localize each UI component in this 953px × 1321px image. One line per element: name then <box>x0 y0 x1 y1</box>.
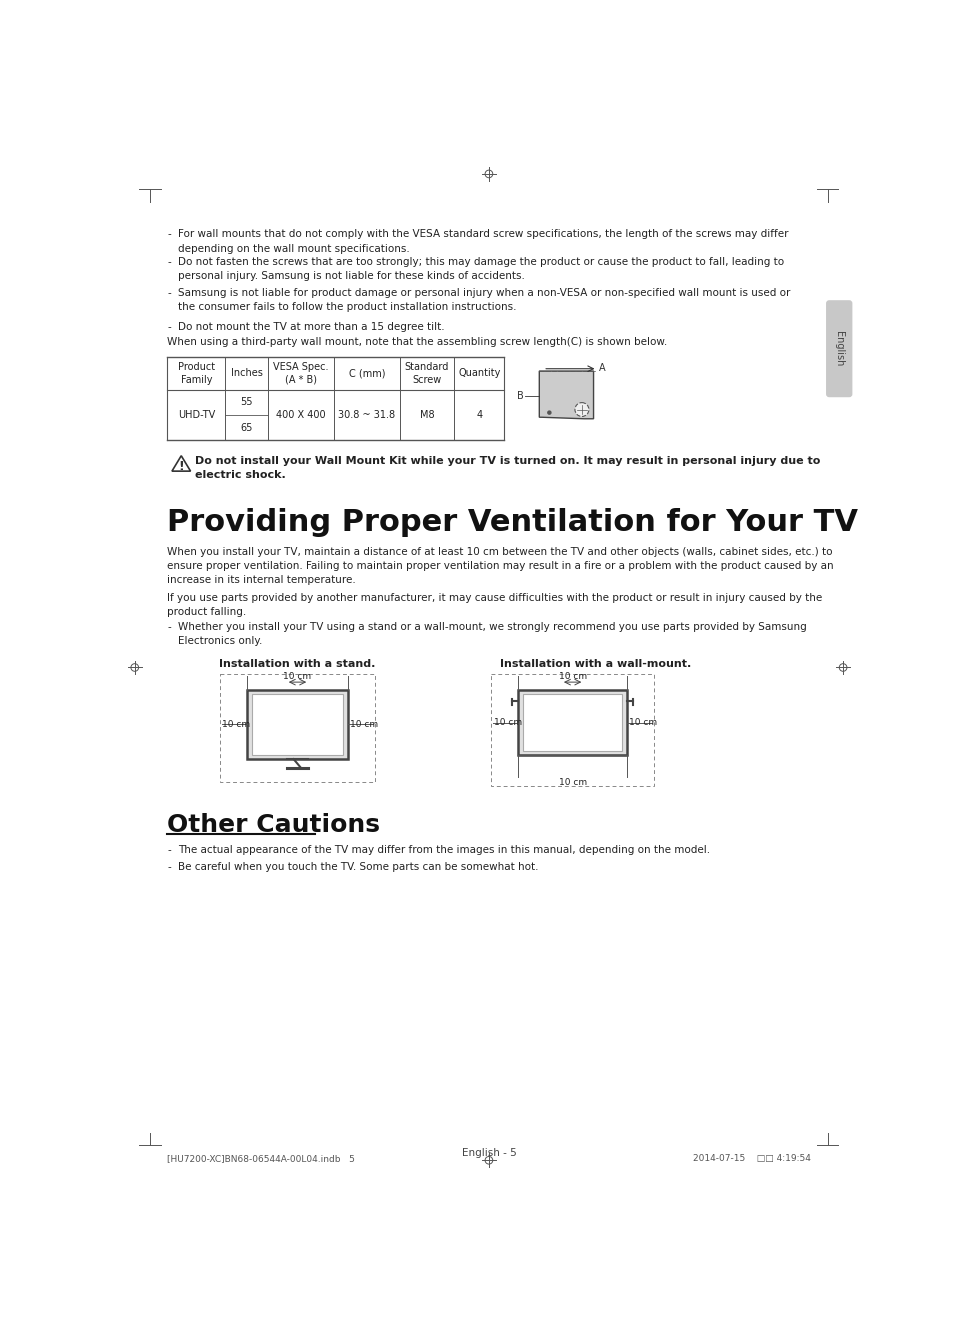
Text: 10 cm: 10 cm <box>283 671 312 680</box>
Text: -: - <box>167 288 171 297</box>
Text: [HU7200-XC]BN68-06544A-00L04.indb   5: [HU7200-XC]BN68-06544A-00L04.indb 5 <box>167 1155 355 1162</box>
Text: 4: 4 <box>476 410 482 420</box>
Bar <box>491 675 654 786</box>
Text: -: - <box>167 863 171 872</box>
Text: 10 cm: 10 cm <box>629 719 657 727</box>
Bar <box>252 695 343 754</box>
Text: A: A <box>598 363 605 373</box>
Text: VESA Spec.
(A * B): VESA Spec. (A * B) <box>273 362 329 384</box>
Text: 10 cm: 10 cm <box>493 719 521 727</box>
Text: English: English <box>833 332 843 366</box>
Text: Product
Family: Product Family <box>177 362 214 384</box>
Text: The actual appearance of the TV may differ from the images in this manual, depen: The actual appearance of the TV may diff… <box>178 845 710 856</box>
Bar <box>247 690 348 760</box>
Text: Do not fasten the screws that are too strongly; this may damage the product or c: Do not fasten the screws that are too st… <box>178 258 783 281</box>
Text: -: - <box>167 258 171 267</box>
Bar <box>517 690 626 756</box>
Circle shape <box>575 403 588 416</box>
Circle shape <box>547 411 550 415</box>
Text: Do not mount the TV at more than a 15 degree tilt.: Do not mount the TV at more than a 15 de… <box>178 322 444 332</box>
Text: -: - <box>167 322 171 332</box>
Text: Inches: Inches <box>231 369 262 378</box>
Text: B: B <box>517 391 523 400</box>
Text: 10 cm: 10 cm <box>350 720 378 729</box>
Text: Installation with a wall-mount.: Installation with a wall-mount. <box>499 659 691 668</box>
Text: Do not install your Wall Mount Kit while your TV is turned on. It may result in : Do not install your Wall Mount Kit while… <box>195 456 820 480</box>
Text: C (mm): C (mm) <box>348 369 385 378</box>
Polygon shape <box>538 371 593 419</box>
FancyBboxPatch shape <box>825 300 852 398</box>
Text: Standard
Screw: Standard Screw <box>404 362 449 384</box>
Text: -: - <box>167 622 171 631</box>
Text: When using a third-party wall mount, note that the assembling screw length(C) is: When using a third-party wall mount, not… <box>167 337 667 347</box>
Text: -: - <box>167 230 171 239</box>
Text: !: ! <box>178 460 184 473</box>
Text: Be careful when you touch the TV. Some parts can be somewhat hot.: Be careful when you touch the TV. Some p… <box>178 863 538 872</box>
Text: 10 cm: 10 cm <box>558 778 586 787</box>
Polygon shape <box>172 456 191 472</box>
Text: 10 cm: 10 cm <box>558 671 586 680</box>
Text: Whether you install your TV using a stand or a wall-mount, we strongly recommend: Whether you install your TV using a stan… <box>178 622 806 646</box>
Text: 55: 55 <box>240 398 253 407</box>
Text: UHD-TV: UHD-TV <box>177 410 214 420</box>
Text: 400 X 400: 400 X 400 <box>275 410 326 420</box>
Text: -: - <box>167 845 171 856</box>
Text: 65: 65 <box>240 423 253 433</box>
Bar <box>220 675 375 782</box>
Text: Samsung is not liable for product damage or personal injury when a non-VESA or n: Samsung is not liable for product damage… <box>178 288 790 312</box>
Text: English - 5: English - 5 <box>461 1148 516 1159</box>
Text: When you install your TV, maintain a distance of at least 10 cm between the TV a: When you install your TV, maintain a dis… <box>167 547 833 585</box>
Text: M8: M8 <box>419 410 434 420</box>
Text: 30.8 ~ 31.8: 30.8 ~ 31.8 <box>338 410 395 420</box>
Text: For wall mounts that do not comply with the VESA standard screw specifications, : For wall mounts that do not comply with … <box>178 230 788 254</box>
Text: 10 cm: 10 cm <box>222 720 251 729</box>
Text: Quantity: Quantity <box>457 369 500 378</box>
Bar <box>522 695 621 750</box>
Text: Other Cautions: Other Cautions <box>167 812 380 838</box>
Text: Installation with a stand.: Installation with a stand. <box>219 659 375 668</box>
Text: If you use parts provided by another manufacturer, it may cause difficulties wit: If you use parts provided by another man… <box>167 593 821 617</box>
Text: Providing Proper Ventilation for Your TV: Providing Proper Ventilation for Your TV <box>167 509 858 538</box>
Text: 2014-07-15    □□ 4:19:54: 2014-07-15 □□ 4:19:54 <box>692 1155 810 1162</box>
